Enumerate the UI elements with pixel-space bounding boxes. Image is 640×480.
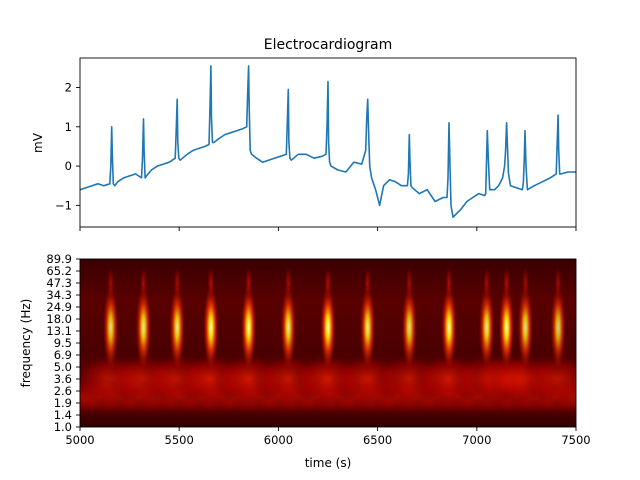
scalogram-y-tick-label: 13.1 — [46, 324, 72, 338]
scalogram-y-tick-label: 9.5 — [54, 336, 72, 350]
ecg-y-tick-label: 1 — [65, 120, 72, 134]
scalogram-beat-core — [498, 283, 515, 372]
scalogram-beat-low — [520, 353, 576, 405]
scalogram-beat-core — [169, 283, 186, 372]
scalogram-image — [80, 259, 576, 427]
scalogram-y-tick-label: 18.0 — [46, 312, 72, 326]
scalogram-beat-high — [173, 265, 182, 301]
scalogram-beat-high — [106, 265, 115, 301]
scalogram-beat-core — [240, 283, 257, 372]
scalogram-x-tick-label: 7500 — [561, 433, 590, 447]
scalogram-beat-high — [502, 265, 511, 301]
ecg-y-tick-label: 0 — [65, 159, 72, 173]
ecg-y-label: mV — [31, 132, 45, 153]
scalogram-beat-high — [445, 265, 454, 301]
scalogram-y-tick-label: 6.9 — [54, 348, 72, 362]
scalogram-y-tick-label: 1.9 — [54, 396, 72, 410]
scalogram-beat-high — [554, 265, 563, 301]
scalogram-beat-core — [102, 283, 119, 372]
scalogram-beat-high — [363, 265, 372, 301]
scalogram-beat-core — [202, 283, 219, 372]
scalogram-x-ticks: 5000 5500 6000 6500 7000 7500 — [65, 427, 591, 447]
scalogram-beats — [80, 265, 576, 405]
scalogram-beat-core — [280, 283, 297, 372]
scalogram-beat-core — [359, 283, 376, 372]
scalogram-beat-high — [324, 265, 332, 301]
scalogram-beat-core — [401, 283, 418, 372]
scalogram-beat-high — [405, 265, 414, 301]
scalogram-beat-core — [478, 283, 495, 372]
scalogram-beat-high — [244, 265, 253, 301]
scalogram-y-tick-label: 34.3 — [46, 288, 72, 302]
scalogram-y-tick-label: 2.6 — [54, 384, 72, 398]
scalogram-y-tick-label: 24.9 — [46, 300, 72, 314]
scalogram-beat-high — [139, 265, 148, 301]
scalogram-x-tick-label: 5500 — [165, 433, 194, 447]
scalogram-beat-core — [135, 283, 152, 372]
scalogram-y-tick-label: 1.0 — [54, 420, 72, 434]
scalogram-y-ticks: 1.01.41.92.63.65.06.99.513.118.024.934.3… — [46, 252, 80, 434]
scalogram-beat-high — [521, 265, 530, 301]
scalogram-x-tick-label: 6500 — [363, 433, 392, 447]
scalogram-beat-high — [482, 265, 491, 301]
scalogram-beat-core — [550, 283, 567, 372]
ecg-line — [80, 65, 576, 218]
scalogram-x-label: time (s) — [305, 456, 352, 470]
scalogram-x-tick-label: 6000 — [264, 433, 293, 447]
ecg-axes: Electrocardiogram −1 0 1 2 mV — [31, 37, 577, 231]
scalogram-y-tick-label: 89.9 — [46, 252, 72, 266]
scalogram-y-tick-label: 1.4 — [54, 408, 72, 422]
ecg-series — [80, 65, 576, 218]
scalogram-beat-core — [320, 283, 336, 372]
ecg-y-tick-label: 2 — [65, 80, 72, 94]
scalogram-beat-high — [284, 265, 293, 301]
scalogram-beat-core — [517, 283, 534, 372]
ecg-y-ticks: −1 0 1 2 — [55, 80, 80, 212]
scalogram-x-tick-label: 7000 — [462, 433, 491, 447]
scalogram-x-tick-label: 5000 — [65, 433, 94, 447]
scalogram-y-tick-label: 3.6 — [54, 372, 72, 386]
ecg-frame — [79, 57, 577, 228]
ecg-x-ticks — [79, 227, 577, 231]
scalogram-y-label: frequency (Hz) — [19, 299, 33, 388]
scalogram-y-tick-label: 5.0 — [54, 360, 72, 374]
scalogram-beat-core — [441, 283, 458, 372]
ecg-y-tick-label: −1 — [55, 198, 72, 212]
scalogram-y-tick-label: 47.3 — [46, 276, 72, 290]
scalogram-beat-high — [206, 265, 215, 301]
ecg-title: Electrocardiogram — [264, 37, 393, 53]
scalogram-axes: 1.01.41.92.63.65.06.99.513.118.024.934.3… — [19, 252, 591, 470]
scalogram-y-tick-label: 65.2 — [46, 264, 72, 278]
